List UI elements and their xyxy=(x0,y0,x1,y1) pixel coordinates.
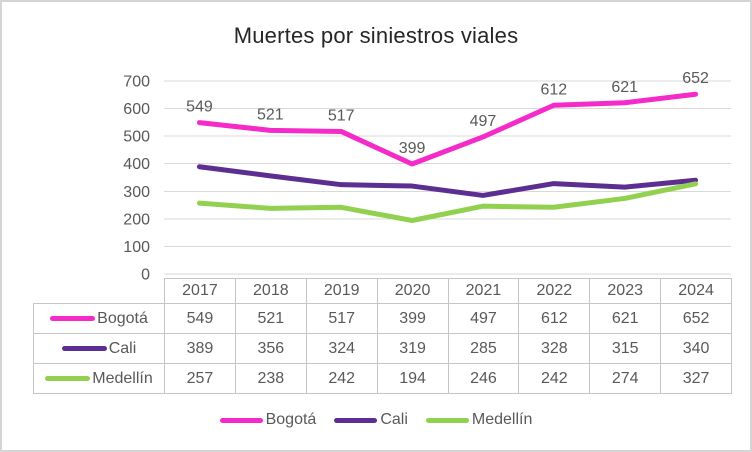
value-cell: 319 xyxy=(376,333,449,364)
data-label-bogota: 399 xyxy=(399,140,426,157)
value-cell: 328 xyxy=(518,333,591,364)
row-header-bogota: Bogotá xyxy=(33,303,165,334)
data-label-bogota: 621 xyxy=(611,79,638,96)
y-axis-tick-label: 100 xyxy=(123,239,150,256)
value-cell: 497 xyxy=(447,303,520,334)
year-header-cell: 2022 xyxy=(518,278,591,304)
value-cell: 257 xyxy=(164,363,236,394)
table-header-row: 2017 2018 2019 2020 2021 2022 2023 2024 xyxy=(34,278,732,304)
legend-item-bogota: Bogotá xyxy=(219,411,317,429)
chart-legend: Bogotá Cali Medellín xyxy=(2,411,750,429)
y-axis-tick-label: 0 xyxy=(141,267,150,284)
data-label-bogota: 517 xyxy=(328,107,355,124)
data-label-bogota: 521 xyxy=(257,106,284,123)
table-row-medellin: Medellín 257 238 242 194 246 242 274 327 xyxy=(33,363,732,394)
year-header-cell: 2021 xyxy=(447,278,520,304)
series-line-cali xyxy=(196,164,699,198)
y-axis-tick-label: 500 xyxy=(123,129,150,146)
year-header-cell: 2024 xyxy=(660,278,732,304)
value-cell: 340 xyxy=(660,333,732,364)
value-cell: 246 xyxy=(447,363,520,394)
data-label-bogota: 612 xyxy=(540,81,567,98)
value-cell: 356 xyxy=(234,333,307,364)
legend-item-cali: Cali xyxy=(334,411,408,429)
series-swatch-icon xyxy=(45,375,91,381)
y-axis-tick-label: 700 xyxy=(123,74,150,91)
value-cell: 521 xyxy=(234,303,307,334)
table-corner-cell xyxy=(34,279,165,304)
value-cell: 238 xyxy=(234,363,307,394)
table-row-bogota: Bogotá 549 521 517 399 497 612 621 652 xyxy=(33,303,732,334)
value-cell: 327 xyxy=(660,363,732,394)
legend-swatch-icon xyxy=(425,417,469,423)
value-cell: 194 xyxy=(376,363,449,394)
value-cell: 652 xyxy=(660,303,732,334)
row-header-medellin: Medellín xyxy=(33,363,165,394)
series-swatch-icon xyxy=(61,345,107,351)
y-axis-tick-label: 300 xyxy=(123,184,150,201)
legend-item-medellin: Medellín xyxy=(425,411,533,429)
table-row-cali: Cali 389 356 324 319 285 328 315 340 xyxy=(33,333,732,364)
value-cell: 242 xyxy=(305,363,378,394)
year-header-cell: 2020 xyxy=(376,278,449,304)
y-axis-tick-label: 600 xyxy=(123,101,150,118)
value-cell: 612 xyxy=(518,303,591,334)
value-cell: 517 xyxy=(305,303,378,334)
series-name-label: Cali xyxy=(108,339,137,357)
value-cell: 621 xyxy=(589,303,662,334)
legend-label: Cali xyxy=(380,411,408,428)
data-label-bogota: 549 xyxy=(186,99,213,116)
value-cell: 285 xyxy=(447,333,520,364)
data-label-bogota: 652 xyxy=(682,70,709,87)
y-axis-tick-label: 200 xyxy=(123,211,150,228)
year-header-cell: 2019 xyxy=(305,278,378,304)
legend-label: Medellín xyxy=(471,411,533,428)
row-header-cali: Cali xyxy=(33,333,165,364)
value-cell: 389 xyxy=(164,333,236,364)
value-cell: 324 xyxy=(305,333,378,364)
y-axis-tick-label: 400 xyxy=(123,156,150,173)
data-label-bogota: 497 xyxy=(470,113,497,130)
line-chart-plot-area: 0 100 200 300 400 500 600 700 549 521 517 399 497 612… xyxy=(123,70,731,284)
chart-title: Muertes por siniestros viales xyxy=(233,23,519,48)
series-name-label: Bogotá xyxy=(97,309,148,327)
year-header-cell: 2017 xyxy=(164,278,236,304)
year-header-cell: 2023 xyxy=(589,278,662,304)
value-cell: 242 xyxy=(518,363,591,394)
legend-swatch-icon xyxy=(219,417,263,423)
value-cell: 549 xyxy=(164,303,236,334)
series-name-label: Medellín xyxy=(92,369,153,387)
series-line-bogota xyxy=(196,91,699,167)
data-table: 2017 2018 2019 2020 2021 2022 2023 2024 Bogotá 54… xyxy=(33,278,732,394)
legend-label: Bogotá xyxy=(265,411,317,428)
year-header-cell: 2018 xyxy=(234,278,307,304)
series-swatch-icon xyxy=(50,315,96,321)
value-cell: 399 xyxy=(376,303,449,334)
series-line-medellin xyxy=(196,181,699,224)
legend-swatch-icon xyxy=(334,417,378,423)
value-cell: 274 xyxy=(589,363,662,394)
value-cell: 315 xyxy=(589,333,662,364)
